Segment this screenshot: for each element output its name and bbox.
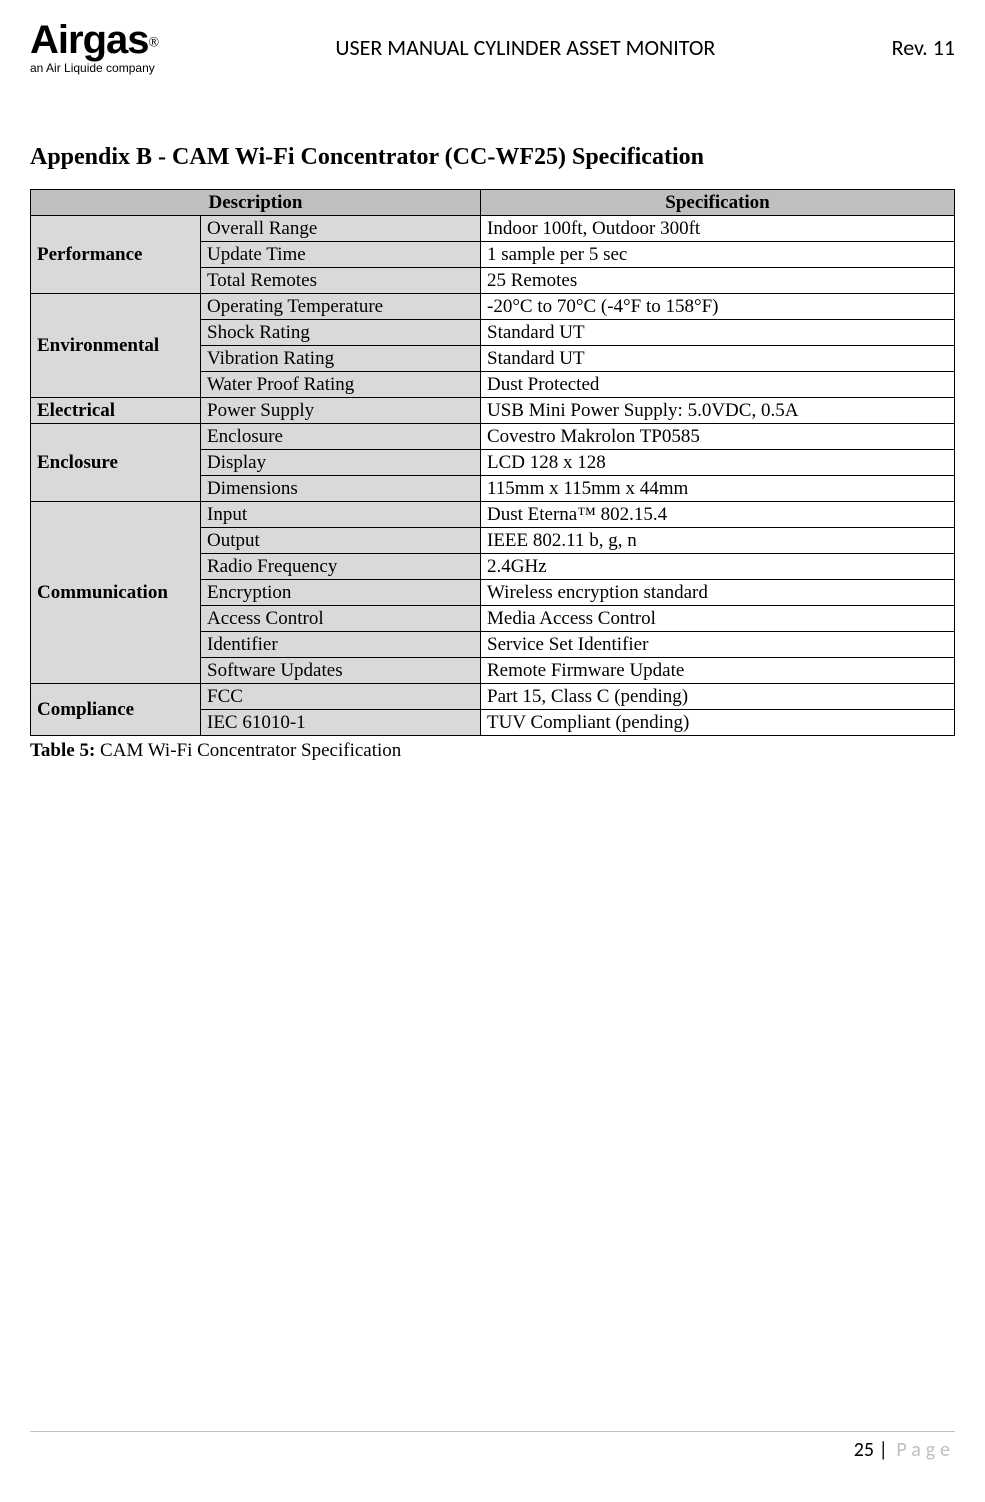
subcategory-cell: Display (201, 450, 481, 476)
table-row: Electrical Power Supply USB Mini Power S… (31, 398, 955, 424)
value-cell: Dust Protected (481, 372, 955, 398)
table-row: Performance Overall Range Indoor 100ft, … (31, 216, 955, 242)
category-cell: Communication (31, 502, 201, 684)
subcategory-cell: Identifier (201, 632, 481, 658)
subcategory-cell: Operating Temperature (201, 294, 481, 320)
value-cell: 2.4GHz (481, 554, 955, 580)
value-cell: 115mm x 115mm x 44mm (481, 476, 955, 502)
subcategory-cell: Overall Range (201, 216, 481, 242)
table-row: Communication Input Dust Eterna™ 802.15.… (31, 502, 955, 528)
logo-subtitle: an Air Liquide company (30, 62, 159, 74)
value-cell: Standard UT (481, 320, 955, 346)
value-cell: IEEE 802.11 b, g, n (481, 528, 955, 554)
subcategory-cell: Dimensions (201, 476, 481, 502)
subcategory-cell: Shock Rating (201, 320, 481, 346)
table-row: Enclosure Enclosure Covestro Makrolon TP… (31, 424, 955, 450)
logo-main: Airgas (30, 18, 149, 62)
subcategory-cell: Input (201, 502, 481, 528)
value-cell: Part 15, Class C (pending) (481, 684, 955, 710)
header-description: Description (31, 190, 481, 216)
category-cell: Compliance (31, 684, 201, 736)
subcategory-cell: Water Proof Rating (201, 372, 481, 398)
value-cell: -20°C to 70°C (-4°F to 158°F) (481, 294, 955, 320)
logo-text: Airgas® (30, 20, 159, 60)
subcategory-cell: Output (201, 528, 481, 554)
value-cell: Service Set Identifier (481, 632, 955, 658)
table-caption: Table 5: CAM Wi-Fi Concentrator Specific… (30, 740, 955, 762)
section-heading: Appendix B - CAM Wi-Fi Concentrator (CC-… (30, 144, 955, 171)
value-cell: Dust Eterna™ 802.15.4 (481, 502, 955, 528)
subcategory-cell: Vibration Rating (201, 346, 481, 372)
caption-label: Table 5: (30, 740, 95, 761)
subcategory-cell: FCC (201, 684, 481, 710)
subcategory-cell: Access Control (201, 606, 481, 632)
subcategory-cell: Software Updates (201, 658, 481, 684)
value-cell: USB Mini Power Supply: 5.0VDC, 0.5A (481, 398, 955, 424)
category-cell: Electrical (31, 398, 201, 424)
subcategory-cell: Total Remotes (201, 268, 481, 294)
logo: Airgas® an Air Liquide company (30, 20, 159, 74)
subcategory-cell: Encryption (201, 580, 481, 606)
table-header-row: Description Specification (31, 190, 955, 216)
table-body: Performance Overall Range Indoor 100ft, … (31, 216, 955, 736)
category-cell: Environmental (31, 294, 201, 398)
value-cell: 25 Remotes (481, 268, 955, 294)
value-cell: Standard UT (481, 346, 955, 372)
table-row: Environmental Operating Temperature -20°… (31, 294, 955, 320)
logo-reg: ® (149, 36, 160, 51)
category-cell: Enclosure (31, 424, 201, 502)
value-cell: Wireless encryption standard (481, 580, 955, 606)
subcategory-cell: IEC 61010-1 (201, 710, 481, 736)
page-number: 25 (854, 1438, 874, 1462)
document-revision: Rev. 11 (892, 34, 955, 61)
header-specification: Specification (481, 190, 955, 216)
page-separator: | (874, 1438, 892, 1462)
caption-text: CAM Wi-Fi Concentrator Specification (95, 740, 401, 761)
page-header: Airgas® an Air Liquide company USER MANU… (30, 20, 955, 74)
value-cell: Covestro Makrolon TP0585 (481, 424, 955, 450)
category-cell: Performance (31, 216, 201, 294)
table-row: Compliance FCC Part 15, Class C (pending… (31, 684, 955, 710)
document-title: USER MANUAL CYLINDER ASSET MONITOR (159, 34, 892, 61)
value-cell: LCD 128 x 128 (481, 450, 955, 476)
subcategory-cell: Update Time (201, 242, 481, 268)
page-footer: 25 | Page (30, 1431, 955, 1462)
value-cell: 1 sample per 5 sec (481, 242, 955, 268)
value-cell: Indoor 100ft, Outdoor 300ft (481, 216, 955, 242)
subcategory-cell: Radio Frequency (201, 554, 481, 580)
value-cell: TUV Compliant (pending) (481, 710, 955, 736)
value-cell: Remote Firmware Update (481, 658, 955, 684)
page-container: Airgas® an Air Liquide company USER MANU… (0, 0, 985, 1502)
specification-table: Description Specification Performance Ov… (30, 189, 955, 736)
subcategory-cell: Power Supply (201, 398, 481, 424)
subcategory-cell: Enclosure (201, 424, 481, 450)
page-label: Page (896, 1438, 955, 1462)
value-cell: Media Access Control (481, 606, 955, 632)
